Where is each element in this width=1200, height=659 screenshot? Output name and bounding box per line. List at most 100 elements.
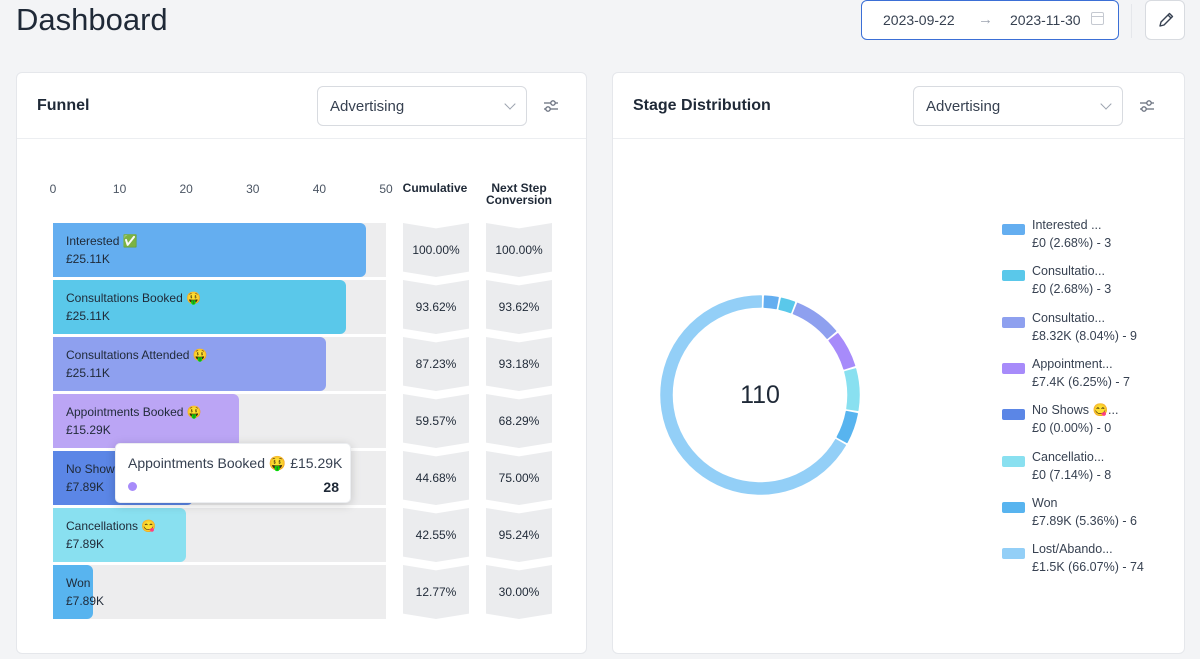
legend-swatch <box>1002 224 1025 235</box>
stage-select-value: Advertising <box>926 98 1001 115</box>
legend-label: Cancellatio... <box>1032 449 1105 464</box>
x-axis-tick: 30 <box>246 182 260 196</box>
funnel-stage-name: Won <box>66 576 91 590</box>
legend-label: Lost/Abando... <box>1032 542 1113 557</box>
stage-donut-chart <box>660 295 860 495</box>
funnel-stage-amount: £25.11K <box>66 366 110 380</box>
funnel-bar-label: Appointments Booked 🤑 £15.29K <box>66 403 202 439</box>
legend-swatch <box>1002 501 1025 513</box>
funnel-stage-amount: £7.89K <box>66 537 105 551</box>
legend-swatch <box>1002 362 1025 374</box>
legend-label: Consultatio... <box>1032 310 1105 325</box>
donut-slice[interactable] <box>763 295 779 310</box>
stage-pipeline-select[interactable]: Advertising <box>913 86 1123 126</box>
end-date[interactable]: 2023-11-30 <box>1010 12 1081 28</box>
next-step-header: Next Step Conversion <box>481 182 557 206</box>
settings-sliders-icon[interactable] <box>543 98 559 114</box>
next-step-conversion-cell: 93.18% <box>486 337 552 391</box>
funnel-pipeline-select[interactable]: Advertising <box>317 86 527 126</box>
cumulative-cell: 59.57% <box>403 394 469 448</box>
funnel-bar[interactable] <box>53 565 93 619</box>
funnel-bar[interactable] <box>53 280 347 334</box>
donut-slice[interactable] <box>844 368 860 412</box>
stage-distribution-card: Stage Distribution Advertising 110 Inter… <box>612 72 1185 654</box>
funnel-bar[interactable] <box>53 394 240 448</box>
arrow-right-icon: → <box>978 11 993 28</box>
next-step-conversion-cell: 100.00% <box>486 223 552 277</box>
next-step-conversion-cell: 30.00% <box>486 565 552 619</box>
header-divider <box>1131 4 1132 38</box>
funnel-stage-amount: £25.11K <box>66 309 110 323</box>
funnel-title: Funnel <box>37 97 90 114</box>
tooltip-title: Appointments Booked 🤑 £15.29K <box>128 455 343 471</box>
cumulative-cell: 44.68% <box>403 451 469 505</box>
funnel-bar[interactable] <box>53 337 327 391</box>
edit-button[interactable] <box>1145 0 1185 40</box>
funnel-bar[interactable] <box>53 223 367 277</box>
funnel-stage-amount: £7.89K <box>66 594 105 608</box>
legend-label: Won <box>1032 495 1058 510</box>
donut-slice[interactable] <box>660 295 847 495</box>
pencil-icon <box>1159 12 1174 27</box>
x-axis-tick: 20 <box>179 182 193 196</box>
chart-tooltip: Appointments Booked 🤑 £15.29K 28 <box>115 443 351 503</box>
legend-swatch <box>1002 409 1025 421</box>
legend-value: £0 (0.00%) - 0 <box>1032 421 1112 436</box>
funnel-stage-name: Cancellations 😋 <box>66 519 157 533</box>
legend-label: Consultatio... <box>1032 264 1105 279</box>
donut-total: 110 <box>740 381 780 409</box>
legend-swatch <box>1002 455 1025 467</box>
funnel-stage-amount: £7.89K <box>66 480 105 494</box>
donut-slice[interactable] <box>792 302 837 339</box>
legend-swatch <box>1002 548 1025 560</box>
funnel-bar[interactable] <box>53 508 187 562</box>
funnel-bar-label: Consultations Attended 🤑 £25.11K <box>66 346 208 382</box>
x-axis-tick: 0 <box>49 182 57 196</box>
donut-slice[interactable] <box>836 410 858 444</box>
next-step-conversion-cell: 95.24% <box>486 508 552 562</box>
legend-value: £8.32K (8.04%) - 9 <box>1032 328 1137 343</box>
cumulative-cell: 12.77% <box>403 565 469 619</box>
cumulative-cell: 42.55% <box>403 508 469 562</box>
tooltip-series-dot <box>128 482 137 491</box>
legend-value: £7.89K (5.36%) - 6 <box>1032 513 1137 528</box>
stage-title: Stage Distribution <box>633 97 771 114</box>
funnel-stage-name: Consultations Attended 🤑 <box>66 348 208 362</box>
next-step-conversion-cell: 68.29% <box>486 394 552 448</box>
tooltip-value: 28 <box>323 479 339 495</box>
funnel-stage-name: Consultations Booked 🤑 <box>66 291 202 305</box>
funnel-stage-amount: £25.11K <box>66 252 110 266</box>
legend-swatch <box>1002 270 1025 282</box>
next-step-conversion-cell: 93.62% <box>486 280 552 334</box>
x-axis-tick: 10 <box>112 182 127 196</box>
chevron-down-icon <box>504 98 516 110</box>
funnel-stage-name: Appointments Booked 🤑 <box>66 405 202 419</box>
funnel-card-header: Funnel Advertising <box>17 73 586 139</box>
start-date[interactable]: 2023-09-22 <box>883 12 955 28</box>
cumulative-cell: 100.00% <box>403 223 469 277</box>
page-title: Dashboard <box>16 2 168 37</box>
date-range-picker[interactable]: 2023-09-22 → 2023-11-30 <box>861 0 1119 40</box>
funnel-bar-track <box>53 565 386 619</box>
funnel-bar-label: Interested ✅ £25.11K <box>66 232 138 268</box>
funnel-bar-label: Won £7.89K <box>66 574 104 610</box>
funnel-stage-amount: £15.29K <box>66 423 111 437</box>
legend-value: £0 (2.68%) - 3 <box>1032 282 1112 297</box>
calendar-icon[interactable] <box>1091 12 1104 25</box>
funnel-bar-label: Cancellations 😋 £7.89K <box>66 517 156 553</box>
x-axis-tick: 50 <box>379 182 393 196</box>
legend-label: Interested ... <box>1032 218 1102 232</box>
cumulative-cell: 93.62% <box>403 280 469 334</box>
donut-slice[interactable] <box>778 297 796 314</box>
cumulative-cell: 87.23% <box>403 337 469 391</box>
chevron-down-icon <box>1100 98 1112 110</box>
next-step-header-line2: Conversion <box>485 193 552 207</box>
donut-slice[interactable] <box>828 333 856 370</box>
legend-value: £7.4K (6.25%) - 7 <box>1032 374 1130 389</box>
legend-value: £0 (2.68%) - 3 <box>1032 236 1112 250</box>
legend-value: £0 (7.14%) - 8 <box>1032 467 1112 482</box>
legend-label: No Shows 😋... <box>1032 403 1119 418</box>
legend-swatch <box>1002 316 1025 328</box>
settings-sliders-icon[interactable] <box>1139 98 1155 114</box>
funnel-card: Funnel Advertising 0 10 20 30 40 50 Cumulativ… <box>16 72 587 654</box>
